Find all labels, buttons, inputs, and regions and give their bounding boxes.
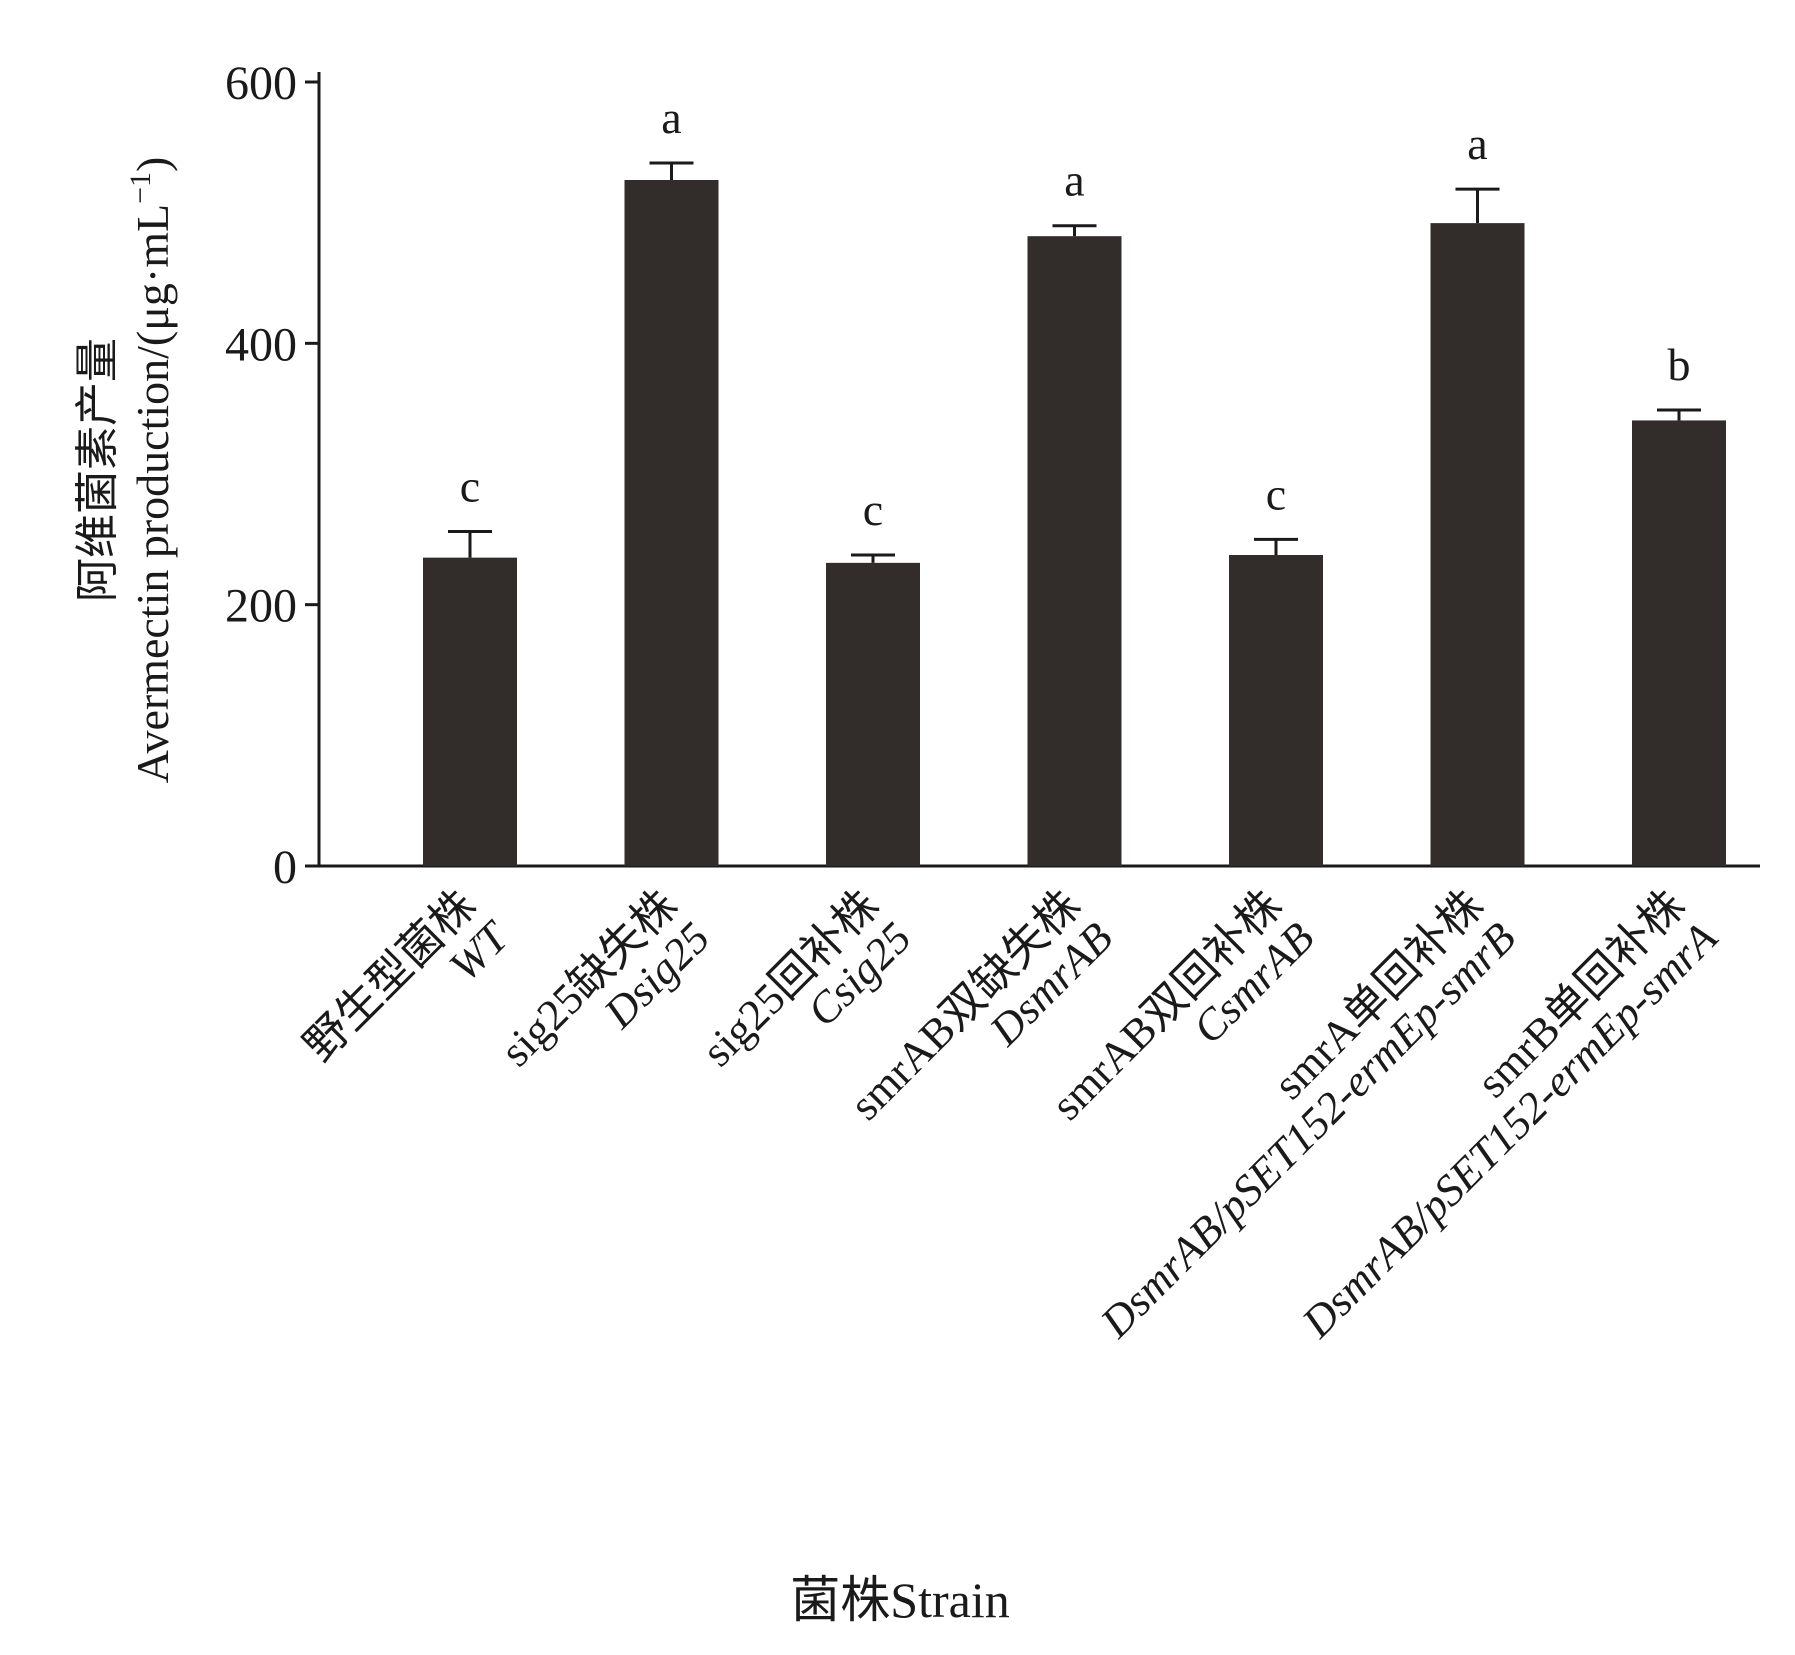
significance-label: a [1064, 155, 1084, 206]
x-axis-title: 菌株Strain [790, 1572, 1009, 1628]
bar [826, 562, 920, 866]
significance-label: a [661, 92, 681, 143]
y-axis-title-en-close: ) [127, 157, 178, 172]
y-tick-label: 600 [225, 57, 297, 110]
y-axis-title-cn: 阿维菌素产量 [73, 338, 122, 602]
bar [1027, 236, 1122, 867]
y-axis-title-en-sup: −1 [124, 172, 157, 204]
x-category-line2: DsmrAB/pSET152-ermEp-smrA [1292, 912, 1727, 1347]
y-tick-label: 0 [273, 841, 297, 894]
significance-label: c [863, 484, 883, 535]
x-category-line1: 野生型菌株 [295, 880, 485, 1070]
bar [423, 557, 517, 866]
significance-label: a [1467, 118, 1487, 169]
y-axis-title: 阿维菌素产量 Avermectin production/(μg·mL−1) [73, 157, 178, 784]
significance-label: b [1668, 339, 1691, 390]
bar [624, 180, 719, 866]
y-tick-label: 200 [225, 580, 297, 633]
significance-label: c [1266, 468, 1286, 519]
bar [1229, 555, 1323, 866]
y-axis-title-en: Avermectin production/(μg·mL−1) [124, 157, 178, 784]
x-category-line2: DsmrAB/pSET152-ermEp-smrB [1090, 913, 1525, 1348]
bar [1632, 420, 1726, 866]
significance-label: c [460, 460, 480, 511]
y-tick-label: 400 [225, 318, 297, 371]
bar [1430, 223, 1525, 866]
y-axis-title-en-main: Avermectin production/(μg·mL [127, 204, 178, 783]
